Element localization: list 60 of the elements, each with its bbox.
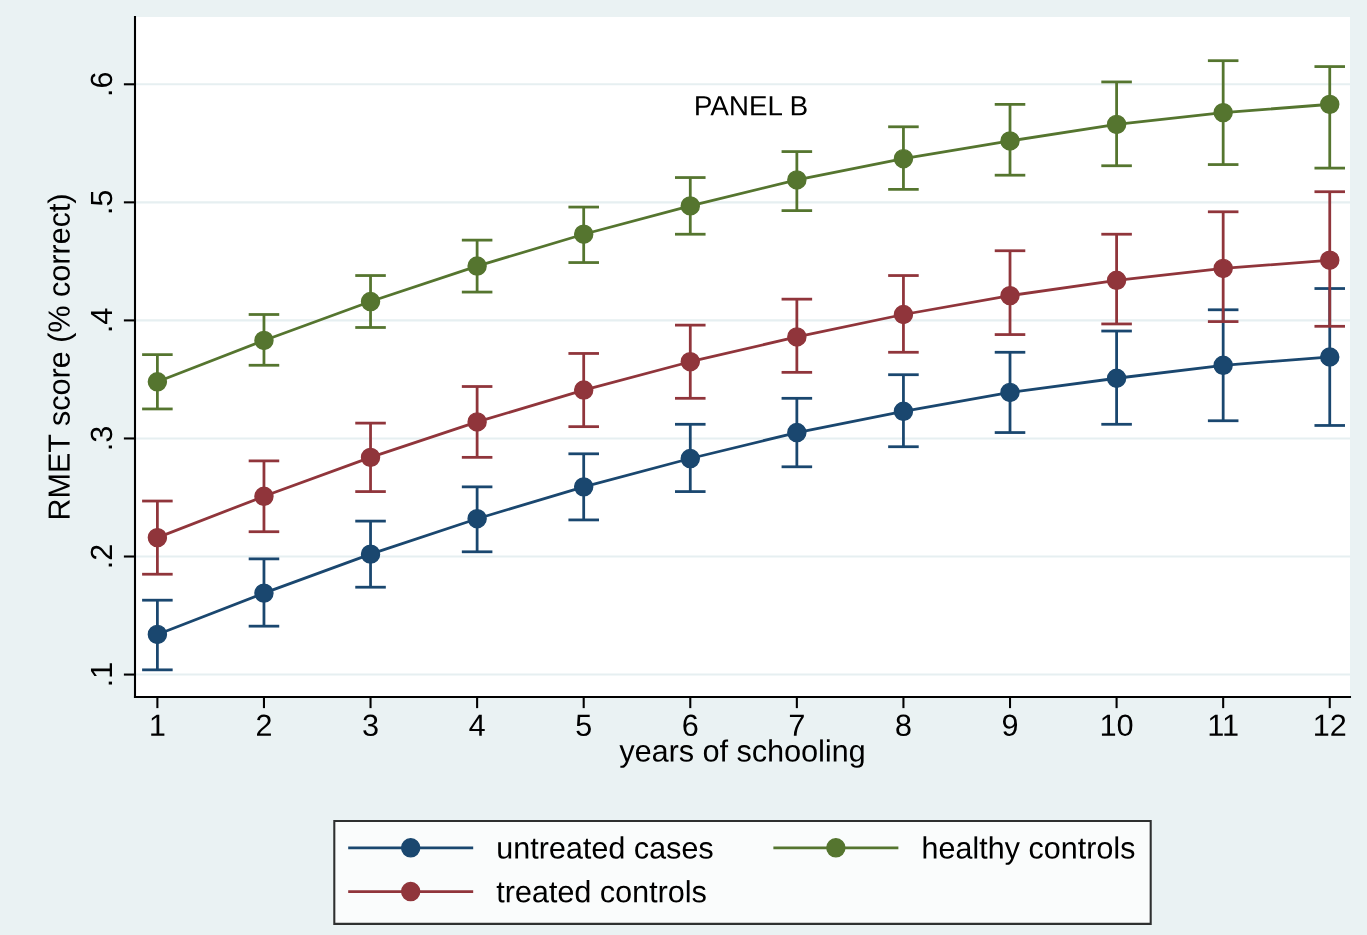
point bbox=[680, 351, 700, 372]
x-tick-label: 9 bbox=[1002, 714, 1018, 737]
point bbox=[360, 447, 381, 468]
point bbox=[1106, 368, 1127, 388]
point bbox=[1000, 382, 1020, 403]
point bbox=[573, 477, 594, 497]
y-tick-label: .2 bbox=[90, 545, 112, 567]
x-tick-label: 7 bbox=[789, 714, 804, 736]
point bbox=[1000, 131, 1020, 151]
y-tick-label: .3 bbox=[90, 427, 113, 449]
point bbox=[254, 583, 274, 603]
point bbox=[1106, 114, 1127, 135]
point bbox=[787, 422, 807, 443]
y-tick-label: .1 bbox=[90, 663, 112, 685]
point bbox=[1320, 250, 1340, 270]
x-tick-label: 3 bbox=[363, 714, 378, 737]
point bbox=[1320, 94, 1340, 115]
y-tick-label: .5 bbox=[90, 190, 113, 213]
x-tick-label: 6 bbox=[683, 714, 698, 737]
point bbox=[467, 256, 487, 276]
point bbox=[893, 148, 914, 169]
point bbox=[1000, 285, 1020, 306]
point bbox=[1320, 347, 1340, 367]
y-axis-title: RMET score (% correct) bbox=[47, 195, 76, 519]
point bbox=[467, 412, 487, 432]
point bbox=[1213, 355, 1233, 375]
point bbox=[680, 448, 700, 469]
point bbox=[573, 380, 594, 400]
point bbox=[147, 527, 168, 548]
point bbox=[893, 304, 914, 325]
annotation: PANEL B bbox=[696, 96, 807, 116]
point bbox=[360, 544, 381, 564]
point bbox=[467, 509, 487, 529]
legend-label: untreated cases bbox=[498, 836, 713, 859]
point bbox=[147, 624, 168, 645]
point bbox=[1106, 270, 1127, 290]
legend-label: treated controls bbox=[496, 880, 706, 903]
x-tick-label: 1 bbox=[151, 714, 165, 736]
point bbox=[360, 291, 381, 312]
x-tick-label: 11 bbox=[1209, 714, 1238, 736]
x-tick-label: 2 bbox=[257, 714, 271, 736]
point bbox=[680, 196, 700, 216]
point bbox=[893, 401, 914, 422]
y-tick-label: .4 bbox=[90, 308, 112, 331]
x-axis-title: years of schooling bbox=[619, 739, 864, 768]
point bbox=[787, 327, 807, 347]
y-tick-label: .6 bbox=[90, 72, 113, 95]
point bbox=[147, 372, 168, 392]
point bbox=[573, 224, 594, 244]
legend-label: healthy controls bbox=[923, 836, 1135, 865]
x-tick-label: 12 bbox=[1315, 714, 1346, 736]
x-tick-label: 8 bbox=[896, 714, 911, 737]
x-tick-label: 4 bbox=[469, 714, 485, 736]
point bbox=[787, 170, 807, 190]
point bbox=[1213, 102, 1233, 123]
point bbox=[254, 486, 274, 507]
point bbox=[1213, 258, 1233, 279]
point bbox=[254, 330, 274, 351]
x-tick-label: 10 bbox=[1101, 714, 1133, 737]
x-tick-label: 5 bbox=[576, 714, 591, 737]
